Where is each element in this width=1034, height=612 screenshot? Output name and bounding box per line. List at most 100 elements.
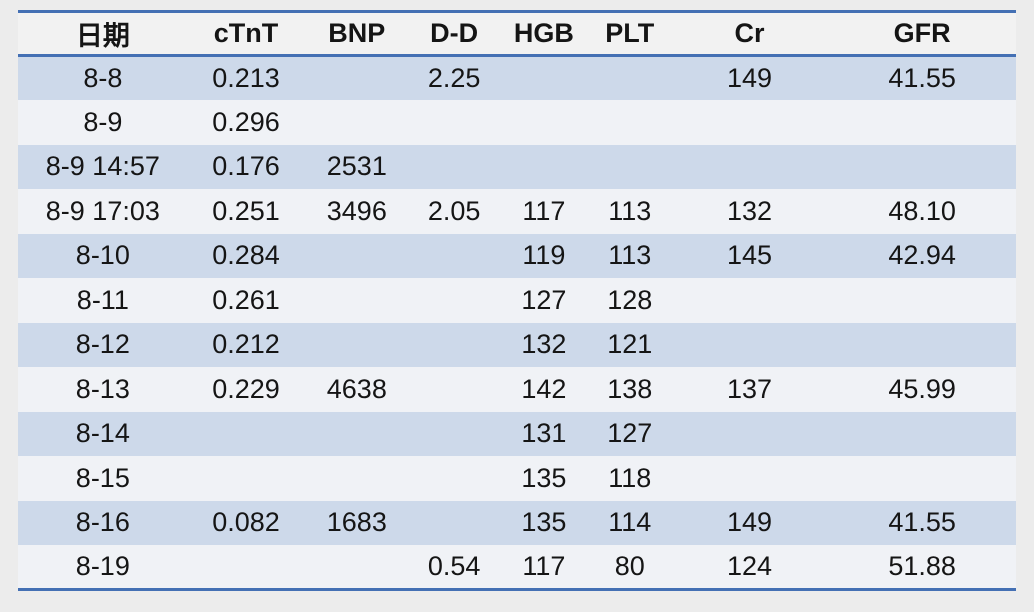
table-cell: 0.284 <box>212 240 280 271</box>
table-cell: 113 <box>608 195 652 226</box>
table-cell: 8-16 <box>75 507 130 538</box>
table-cell: 117 <box>522 195 566 226</box>
table-cell <box>409 501 499 546</box>
table-cell: 8-11 <box>76 284 129 315</box>
table-cell <box>409 278 499 323</box>
table-cell <box>671 456 829 501</box>
table-cell: 8-13 <box>75 373 130 404</box>
table-row: 8-16 0.082 1683 135 114 149 41.55 <box>18 500 1016 546</box>
table-cell: 137 <box>726 373 773 404</box>
table-cell: 2.25 <box>427 63 481 93</box>
table-cell <box>188 456 305 501</box>
table-cell <box>828 100 1016 145</box>
table-row: 8-8 0.213 2.25 149 41.55 <box>18 55 1016 101</box>
lab-results-table: 日期 cTnT BNP D-D HGB PLT Cr GFR 8-8 0.213 2.25 149 4… <box>18 10 1016 591</box>
table-cell: 113 <box>608 240 652 271</box>
column-header-d-d: D-D <box>409 11 500 57</box>
table-cell <box>304 234 409 279</box>
table-header: 日期 cTnT BNP D-D HGB PLT Cr GFR <box>18 11 1016 57</box>
table-cell <box>671 145 829 190</box>
table-cell <box>499 56 589 101</box>
table-cell <box>304 545 409 590</box>
table-cell: 132 <box>521 329 567 360</box>
table-cell <box>589 100 671 145</box>
table-cell: 8-9 17:03 <box>45 195 160 226</box>
table-cell <box>671 412 829 457</box>
table-cell: 128 <box>607 284 653 315</box>
table-cell <box>828 278 1016 323</box>
table-cell <box>409 367 499 412</box>
table-cell: 2531 <box>326 151 387 182</box>
table-cell: 135 <box>521 507 567 538</box>
table-cell <box>304 56 409 101</box>
table-cell: 131 <box>521 418 567 449</box>
table-row: 8-9 17:03 0.251 3496 2.05 117 113 132 48.10 <box>18 189 1016 234</box>
table-cell: 0.176 <box>212 151 280 182</box>
table-cell: 8-19 <box>75 551 130 581</box>
table-cell: 121 <box>607 329 653 360</box>
table-cell <box>409 456 499 501</box>
table-cell: 8-8 <box>83 63 123 93</box>
table-cell: 0.296 <box>212 106 280 137</box>
table-cell: 8-9 <box>83 106 123 137</box>
column-header-gfr: GFR <box>828 11 1016 57</box>
table-cell <box>409 234 499 279</box>
table-cell: 0.54 <box>427 551 481 581</box>
table-cell <box>671 100 829 145</box>
table-cell <box>304 456 409 501</box>
table-header-row: 日期 cTnT BNP D-D HGB PLT Cr GFR <box>18 11 1016 57</box>
table-cell: 149 <box>726 507 773 538</box>
table-cell: 132 <box>726 195 773 226</box>
column-header-bnp: BNP <box>304 11 410 57</box>
table-cell: 8-14 <box>75 418 130 449</box>
table-cell: 0.213 <box>212 63 280 93</box>
table-cell <box>499 100 589 145</box>
table-cell: 48.10 <box>888 195 956 226</box>
table-cell <box>499 145 589 190</box>
table-cell: 3496 <box>326 195 387 226</box>
table-cell: 41.55 <box>888 63 956 93</box>
column-header-plt: PLT <box>588 11 671 57</box>
table-cell: 127 <box>607 418 653 449</box>
table-row: 8-12 0.212 132 121 <box>18 322 1016 368</box>
table-cell <box>409 323 499 368</box>
table-cell <box>304 323 409 368</box>
table-cell <box>828 412 1016 457</box>
table-cell: 8-12 <box>75 329 130 360</box>
table-cell <box>589 56 671 101</box>
table-row: 8-11 0.261 127 128 <box>18 278 1016 323</box>
table-cell: 117 <box>522 551 566 581</box>
table-cell <box>188 545 305 590</box>
table-cell <box>409 412 499 457</box>
table-cell: 2.05 <box>427 195 481 226</box>
table-cell: 41.55 <box>888 507 956 538</box>
table-cell: 138 <box>607 373 653 404</box>
table-cell: 149 <box>726 63 773 93</box>
table-cell <box>828 323 1016 368</box>
table-cell <box>671 323 829 368</box>
table-row: 8-9 0.296 <box>18 100 1016 145</box>
table-row: 8-15 135 118 <box>18 456 1016 501</box>
table-cell: 8-10 <box>75 240 130 271</box>
table-cell: 8-9 14:57 <box>45 151 160 182</box>
table-cell: 0.212 <box>212 329 280 360</box>
table-row: 8-13 0.229 4638 142 138 137 45.99 <box>18 367 1016 412</box>
table-cell <box>304 100 409 145</box>
column-header-cr: Cr <box>670 11 829 57</box>
table-cell: 51.88 <box>888 551 956 581</box>
table-cell <box>828 145 1016 190</box>
table-cell: 114 <box>608 507 652 538</box>
table-row: 8-9 14:57 0.176 2531 <box>18 144 1016 190</box>
table-cell: 80 <box>614 551 645 581</box>
column-header-hgb: HGB <box>499 11 589 57</box>
table-cell <box>304 412 409 457</box>
table-cell: 124 <box>726 551 773 581</box>
table-cell <box>188 412 305 457</box>
table-cell: 135 <box>521 462 567 493</box>
table-cell <box>304 278 409 323</box>
table-cell <box>828 456 1016 501</box>
table-row: 8-14 131 127 <box>18 411 1016 457</box>
table-cell: 145 <box>726 240 773 271</box>
table-cell <box>409 100 499 145</box>
table-cell: 0.082 <box>212 507 280 538</box>
